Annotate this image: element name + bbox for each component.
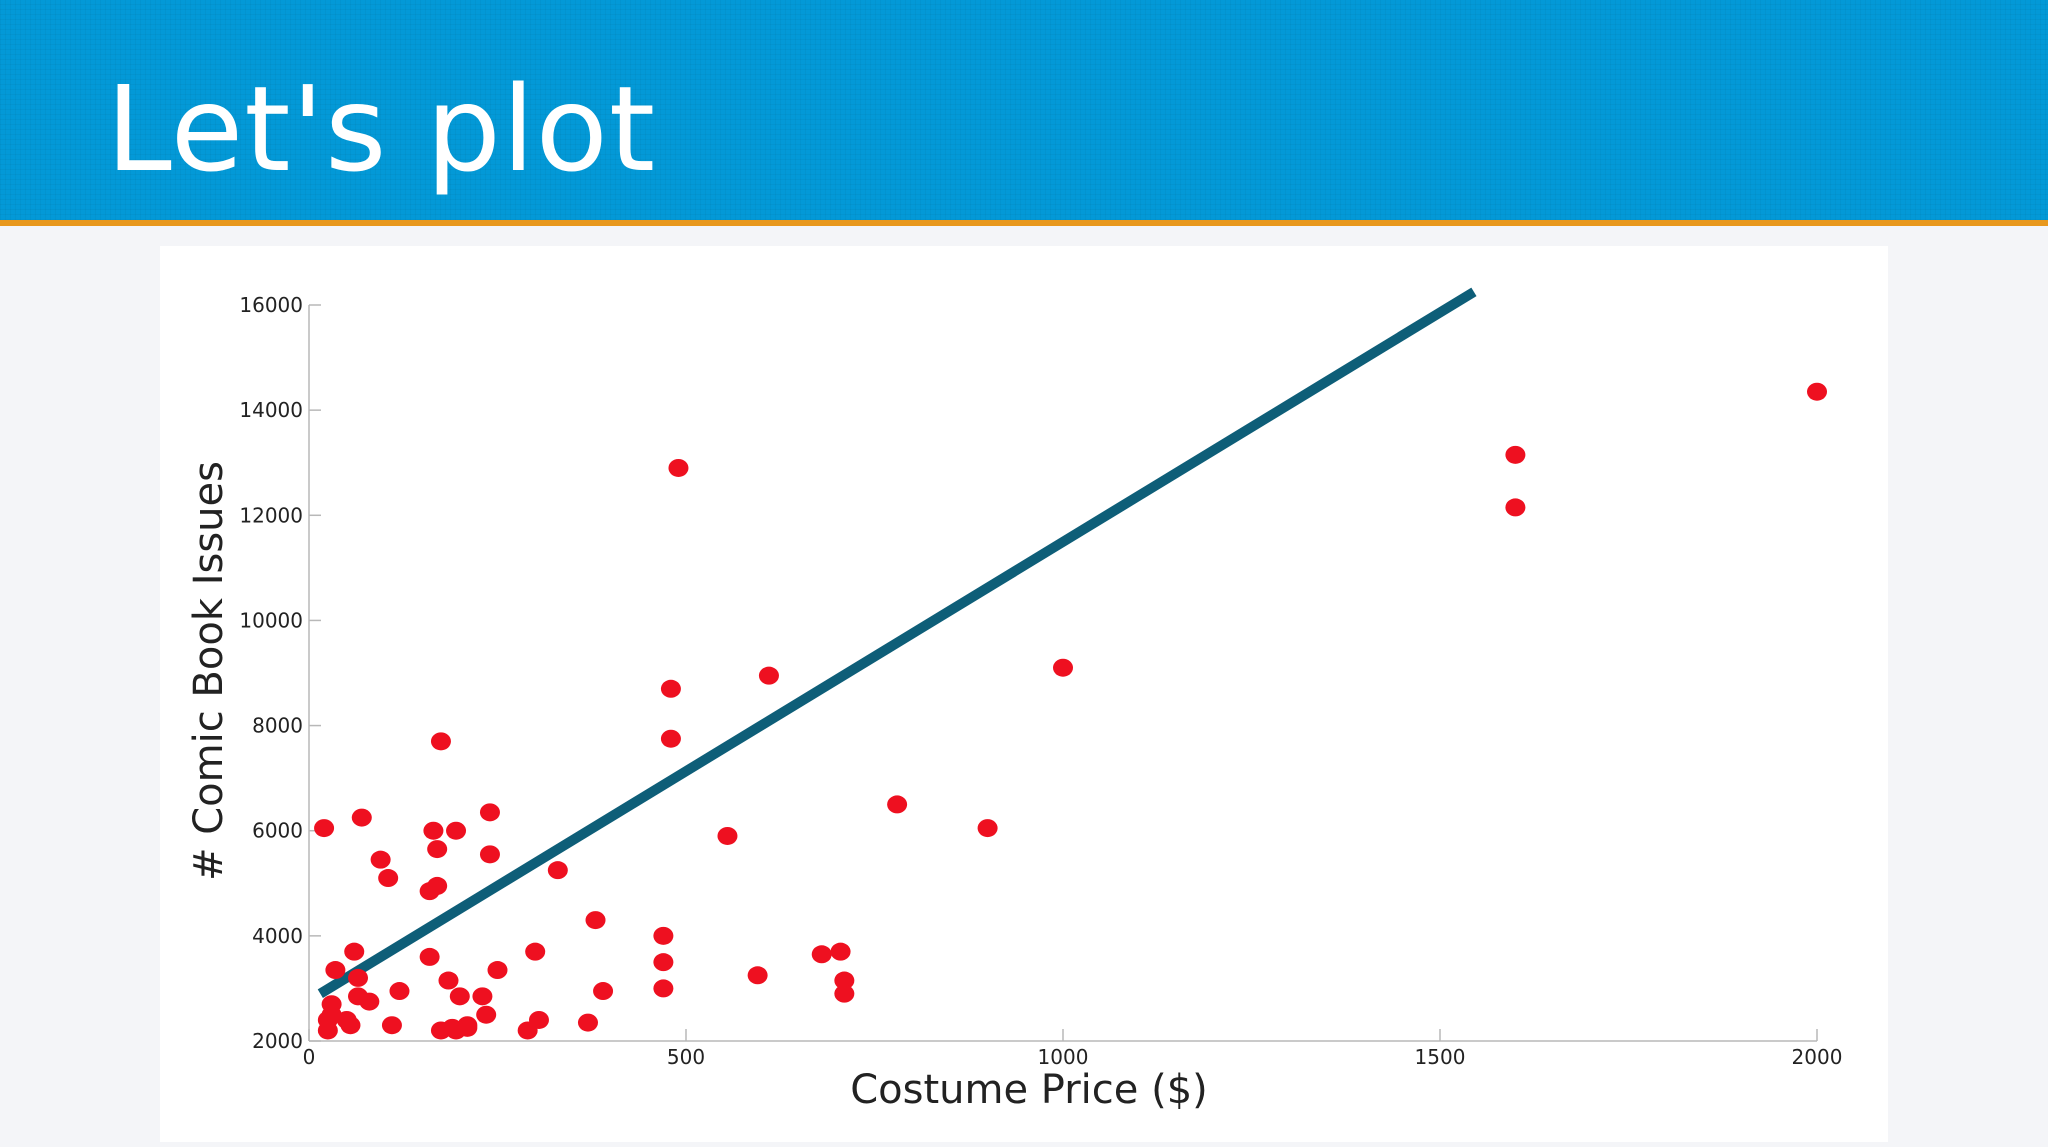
- data-point: [438, 971, 459, 990]
- data-point: [1053, 658, 1073, 677]
- data-point: [668, 458, 689, 477]
- data-point: [653, 926, 674, 945]
- data-point: [430, 732, 451, 751]
- data-point: [449, 987, 470, 1006]
- fit-line-layer: [317, 287, 1477, 998]
- data-point: [1505, 445, 1526, 464]
- data-point: [653, 979, 674, 998]
- data-point: [758, 666, 779, 685]
- data-point: [472, 987, 493, 1006]
- data-point: [660, 679, 681, 698]
- data-point: [585, 911, 606, 930]
- data-point: [1807, 382, 1827, 401]
- slide-header: Let's plot: [0, 0, 2048, 220]
- data-point: [528, 1010, 549, 1029]
- data-point: [381, 1016, 402, 1035]
- x-tick-label: 1500: [1415, 1045, 1466, 1069]
- data-point: [378, 869, 399, 888]
- y-tick-label: 8000: [252, 714, 303, 738]
- x-tick-label: 0: [303, 1045, 316, 1069]
- data-point: [834, 984, 855, 1003]
- data-point: [977, 819, 998, 838]
- slide-title: Let's plot: [106, 60, 657, 198]
- tick-labels: 2000 4000 6000 8000 10000 12000 14000 16000 0 500…: [239, 293, 1842, 1069]
- x-tick-label: 500: [667, 1045, 705, 1069]
- data-point: [348, 968, 369, 987]
- data-point: [321, 995, 342, 1014]
- x-tick-label: 2000: [1792, 1045, 1843, 1069]
- data-point: [660, 729, 681, 748]
- data-point: [423, 821, 444, 840]
- data-point: [577, 1013, 598, 1032]
- data-point: [887, 795, 908, 814]
- data-point: [653, 953, 674, 972]
- data-point: [336, 1010, 357, 1029]
- data-point: [525, 942, 546, 961]
- data-point: [479, 845, 500, 864]
- x-tick-label: 1000: [1038, 1045, 1089, 1069]
- y-tick-label: 16000: [239, 293, 303, 317]
- data-point: [593, 982, 614, 1001]
- data-point: [389, 982, 410, 1001]
- data-point: [476, 1005, 497, 1024]
- data-point: [1505, 498, 1526, 517]
- y-tick-label: 6000: [252, 819, 303, 843]
- y-axis-title: # Comic Book Issues: [186, 461, 232, 881]
- data-point: [370, 850, 391, 869]
- data-point: [811, 945, 832, 964]
- data-point: [351, 808, 372, 827]
- data-point: [834, 971, 855, 990]
- scatter-points: [314, 382, 1827, 1040]
- data-point: [547, 861, 568, 880]
- y-tick-label: 4000: [252, 924, 303, 948]
- data-point: [479, 803, 500, 822]
- data-point: [314, 819, 335, 838]
- data-point: [427, 840, 448, 859]
- y-tick-label: 2000: [252, 1029, 303, 1053]
- header-divider: [0, 220, 2048, 226]
- data-point: [427, 876, 448, 895]
- data-point: [446, 821, 467, 840]
- data-point: [325, 961, 346, 980]
- data-point: [830, 942, 851, 961]
- data-point: [717, 826, 738, 845]
- y-tick-label: 10000: [239, 608, 303, 632]
- scatter-chart: 2000 4000 6000 8000 10000 12000 14000 16000 0 500…: [186, 287, 1842, 1113]
- data-point: [457, 1018, 478, 1037]
- fit-line: [317, 287, 1477, 998]
- data-point: [747, 966, 768, 985]
- y-tick-label: 12000: [239, 503, 303, 527]
- y-tick-label: 14000: [239, 398, 303, 422]
- data-point: [359, 992, 380, 1011]
- data-point: [419, 947, 440, 966]
- x-axis-title: Costume Price ($): [850, 1067, 1208, 1113]
- axes: [308, 304, 1818, 1042]
- chart-panel: 2000 4000 6000 8000 10000 12000 14000 16000 0 500…: [160, 246, 1888, 1142]
- data-point: [344, 942, 365, 961]
- data-point: [487, 961, 508, 980]
